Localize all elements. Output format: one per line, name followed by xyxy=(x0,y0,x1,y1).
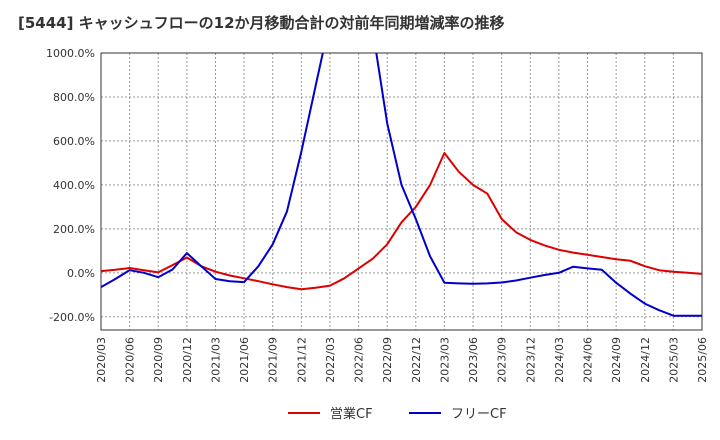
series-group xyxy=(101,53,702,317)
x-tick-label: 2023/12 xyxy=(524,337,537,383)
x-tick-label: 2020/06 xyxy=(124,337,137,383)
y-tick-label: 0.0% xyxy=(67,267,95,280)
x-tick-label: 2023/09 xyxy=(496,337,509,383)
x-tick-label: 2025/06 xyxy=(696,337,709,383)
x-tick-label: 2022/03 xyxy=(324,337,337,383)
x-tick-label: 2023/03 xyxy=(438,337,451,383)
x-tick-label: 2021/09 xyxy=(267,337,280,383)
y-tick-label: 600.0% xyxy=(53,135,95,148)
x-tick-label: 2025/03 xyxy=(667,337,680,383)
y-tick-label: 1000.0% xyxy=(46,47,95,60)
x-tick-label: 2020/09 xyxy=(152,337,165,383)
legend-label-operating-cf: 営業CF xyxy=(330,406,373,422)
chart-title: [5444] キャッシュフローの12か月移動合計の対前年同期増減率の推移 xyxy=(18,14,505,32)
x-tick-label: 2024/06 xyxy=(582,337,595,383)
x-tick-label: 2020/12 xyxy=(181,337,194,383)
x-tick-label: 2022/06 xyxy=(353,337,366,383)
x-tick-label: 2022/09 xyxy=(381,337,394,383)
x-tick-label: 2024/09 xyxy=(610,337,623,383)
y-tick-label: 200.0% xyxy=(53,223,95,236)
y-tick-label: 800.0% xyxy=(53,91,95,104)
x-tick-label: 2023/06 xyxy=(467,337,480,383)
x-tick-label: 2024/03 xyxy=(553,337,566,383)
x-tick-label: 2022/12 xyxy=(410,337,423,383)
x-tick-label: 2021/06 xyxy=(238,337,251,383)
y-tick-label: 400.0% xyxy=(53,179,95,192)
x-tick-label: 2021/03 xyxy=(209,337,222,383)
x-tick-label: 2024/12 xyxy=(639,337,652,383)
x-tick-label: 2020/03 xyxy=(95,337,108,383)
y-tick-label: -200.0% xyxy=(49,311,95,324)
plot-frame xyxy=(100,52,703,331)
x-tick-label: 2021/12 xyxy=(295,337,308,383)
series-line-operating-cf xyxy=(101,152,702,291)
legend-label-free-cf: フリーCF xyxy=(451,407,507,422)
series-line-free-cf xyxy=(101,53,702,317)
